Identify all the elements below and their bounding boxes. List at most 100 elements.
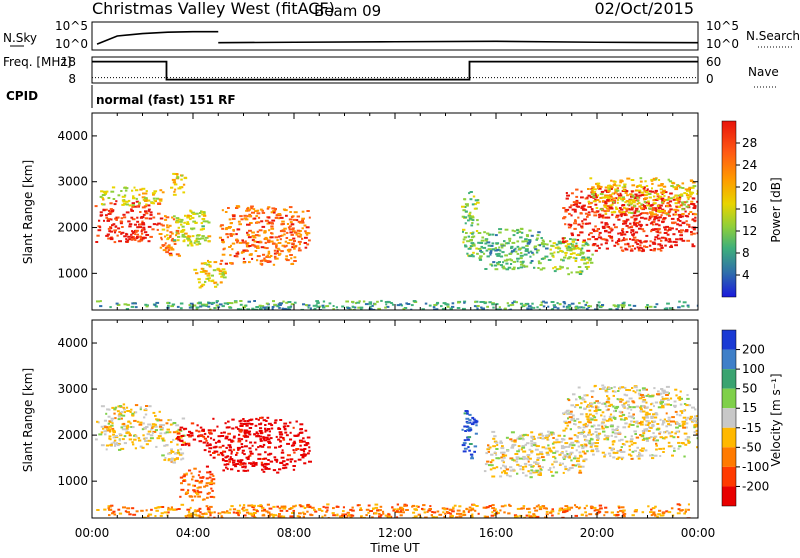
data-cell [637, 392, 642, 395]
data-cell [682, 301, 687, 304]
data-cell [225, 426, 229, 429]
data-cell [610, 449, 614, 452]
data-cell [192, 304, 197, 307]
data-cell [675, 228, 678, 231]
data-cell [300, 308, 305, 310]
data-cell [653, 195, 656, 198]
data-cell [511, 250, 515, 253]
data-cell [300, 448, 305, 451]
data-cell [597, 401, 601, 404]
data-cell [609, 413, 613, 416]
data-cell [130, 238, 135, 241]
data-cell [502, 456, 506, 459]
data-cell [495, 466, 499, 469]
data-cell [568, 246, 572, 249]
data-cell [126, 511, 130, 514]
data-cell [541, 456, 545, 459]
data-cell [275, 243, 278, 246]
data-cell [563, 216, 567, 219]
data-cell [178, 436, 183, 439]
data-cell [244, 466, 247, 469]
data-cell [193, 490, 197, 493]
data-cell [278, 248, 281, 251]
data-cell [252, 461, 255, 464]
data-cell [167, 419, 170, 422]
data-cell [223, 302, 228, 305]
data-cell [159, 199, 163, 202]
data-cell [170, 506, 173, 509]
data-cell [677, 184, 681, 187]
data-cell [190, 434, 194, 437]
data-cell [634, 217, 638, 220]
data-cell [689, 211, 693, 213]
data-cell [615, 405, 620, 408]
data-cell [588, 421, 592, 424]
data-cell [472, 251, 475, 254]
data-cell [257, 457, 262, 460]
data-cell [288, 228, 292, 231]
data-cell [582, 460, 586, 463]
data-cell [533, 507, 536, 510]
data-cell [298, 230, 302, 232]
data-cell [205, 482, 209, 485]
data-cell [105, 412, 108, 415]
data-cell [617, 505, 621, 508]
data-cell [535, 505, 539, 508]
data-cell [491, 504, 495, 507]
data-cell [467, 235, 470, 238]
data-cell [362, 300, 366, 303]
data-cell [641, 212, 645, 215]
data-cell [165, 251, 169, 254]
data-cell [486, 460, 490, 463]
data-cell [109, 226, 112, 229]
data-cell [118, 512, 123, 515]
data-cell [468, 212, 471, 215]
data-cell [159, 189, 163, 192]
data-cell [147, 423, 152, 426]
data-cell [657, 184, 661, 187]
data-cell [562, 241, 566, 243]
data-cell [620, 249, 624, 252]
data-cell [610, 229, 613, 232]
data-cell [653, 238, 657, 241]
data-cell [167, 302, 171, 305]
data-cell [147, 513, 151, 516]
data-cell [608, 227, 613, 230]
data-cell [557, 247, 562, 250]
data-cell [475, 424, 478, 427]
data-cell [182, 441, 186, 444]
data-cell [204, 303, 209, 306]
data-cell [510, 431, 515, 434]
data-cell [677, 218, 680, 221]
data-cell [676, 436, 680, 439]
data-cell [122, 200, 127, 203]
data-cell [658, 231, 662, 234]
data-cell [170, 248, 175, 251]
data-cell [649, 249, 653, 251]
data-cell [140, 237, 143, 240]
data-cell [661, 208, 665, 211]
data-cell [276, 471, 280, 474]
data-cell [321, 304, 325, 307]
data-cell [101, 196, 104, 199]
data-cell [659, 402, 663, 405]
data-cell [125, 238, 128, 241]
data-cell [280, 223, 284, 226]
data-cell [566, 508, 571, 511]
data-cell [620, 198, 624, 201]
data-cell [632, 211, 637, 214]
data-cell [465, 417, 470, 420]
data-cell [255, 431, 258, 434]
data-cell [313, 307, 317, 310]
data-cell [175, 253, 180, 256]
data-cell [365, 514, 368, 517]
data-cell [145, 198, 148, 201]
data-cell [498, 231, 502, 234]
data-cell [139, 223, 143, 226]
data-cell [485, 506, 490, 509]
data-cell [536, 237, 539, 240]
data-cell [176, 443, 179, 446]
data-cell [183, 235, 187, 238]
data-cell [664, 436, 668, 439]
